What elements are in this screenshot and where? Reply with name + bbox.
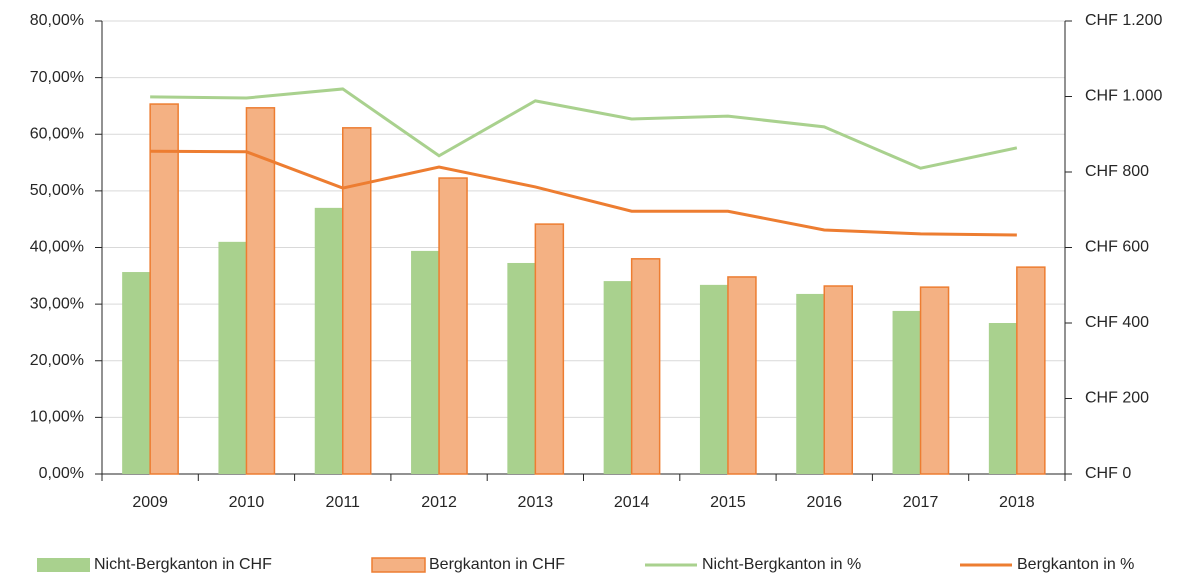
legend-label: Nicht-Bergkanton in %	[702, 556, 861, 573]
bar	[534, 223, 565, 475]
bar	[796, 293, 825, 474]
x-tick-label: 2011	[326, 494, 361, 511]
legend-swatch	[37, 558, 90, 572]
y-tick-label: 50,00%	[30, 182, 84, 199]
y2-tick-label: CHF 200	[1085, 390, 1149, 407]
x-tick-label: 2018	[999, 494, 1035, 511]
y-tick-label: 0,00%	[39, 465, 84, 482]
x-tick-label: 2016	[806, 494, 842, 511]
legend-label: Bergkanton in %	[1017, 556, 1134, 573]
bar	[122, 272, 151, 474]
y-tick-label: 70,00%	[30, 69, 84, 86]
y-tick-label: 30,00%	[30, 295, 84, 312]
bar	[988, 323, 1017, 474]
bar	[699, 284, 728, 474]
y2-tick-label: CHF 1.200	[1085, 12, 1162, 29]
x-tick-label: 2009	[132, 494, 168, 511]
bar	[919, 286, 950, 475]
y2-tick-label: CHF 400	[1085, 314, 1149, 331]
legend-label: Bergkanton in CHF	[429, 556, 565, 573]
bar	[342, 127, 372, 475]
y-tick-label: 20,00%	[30, 352, 84, 369]
bar	[245, 107, 276, 475]
y-tick-label: 80,00%	[30, 12, 84, 29]
bar	[314, 207, 343, 475]
bar	[1016, 266, 1046, 475]
x-tick-label: 2014	[614, 494, 650, 511]
x-tick-label: 2012	[421, 494, 457, 511]
bar	[438, 177, 468, 475]
y-tick-label: 10,00%	[30, 409, 84, 426]
bar	[149, 103, 179, 475]
bar	[411, 250, 440, 474]
bar	[630, 258, 661, 475]
legend-label: Nicht-Bergkanton in CHF	[94, 556, 272, 573]
bar	[507, 262, 536, 474]
y2-tick-label: CHF 0	[1085, 465, 1131, 482]
y-tick-label: 60,00%	[30, 125, 84, 142]
bar	[603, 281, 632, 474]
x-tick-label: 2010	[229, 494, 265, 511]
y-tick-label: 40,00%	[30, 239, 84, 256]
y2-tick-label: CHF 600	[1085, 239, 1149, 256]
y2-tick-label: CHF 800	[1085, 163, 1149, 180]
bar	[218, 241, 247, 474]
x-tick-label: 2017	[903, 494, 939, 511]
x-tick-label: 2013	[518, 494, 554, 511]
bar	[727, 276, 757, 475]
bar	[823, 285, 853, 475]
line	[150, 87, 1018, 170]
x-tick-label: 2015	[710, 494, 746, 511]
line	[150, 149, 1017, 237]
y2-tick-label: CHF 1.000	[1085, 88, 1162, 105]
legend-swatch	[371, 557, 426, 573]
bar	[892, 310, 921, 474]
